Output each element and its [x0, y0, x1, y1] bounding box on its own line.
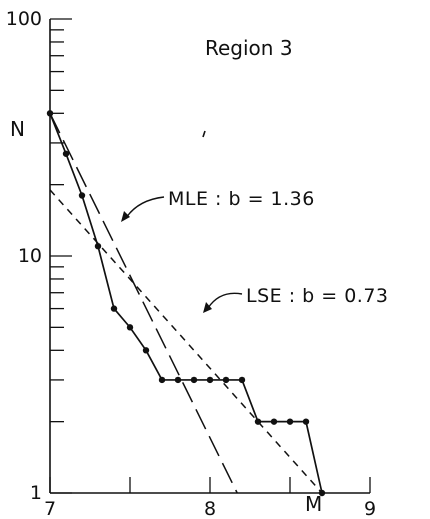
x-tick-label: 8	[204, 498, 216, 519]
data-point	[302, 418, 310, 425]
data-point	[174, 376, 182, 384]
mle-arrowhead	[121, 211, 130, 222]
data-point	[78, 192, 86, 199]
data-point	[110, 305, 118, 312]
y-tick-label: 10	[18, 245, 42, 267]
y-tick-label: 100	[6, 8, 42, 30]
data-point	[238, 376, 246, 384]
stray-mark	[202, 130, 206, 138]
data-point	[126, 324, 134, 331]
annotation-arrows	[121, 130, 243, 313]
axes: 1 10 100 7 8 9	[6, 8, 376, 519]
series-layer	[46, 110, 326, 497]
data-point	[270, 418, 278, 425]
data-point	[190, 376, 198, 384]
x-tick-label: 9	[364, 498, 376, 519]
y-tick-label: 1	[30, 482, 42, 504]
lse-fit-line	[49, 189, 323, 494]
data-point	[142, 347, 150, 354]
data-point	[62, 150, 70, 157]
x-axis-label: M	[305, 492, 322, 516]
mle-annotation: MLE : b = 1.36	[168, 188, 315, 210]
lse-arrowhead	[203, 302, 212, 313]
mle-arrow	[125, 196, 165, 219]
chart-title: Region 3	[205, 36, 293, 60]
data-point	[222, 376, 230, 384]
labels: Region 3 N M MLE : b = 1.36 LSE : b = 0.…	[10, 36, 389, 516]
mle-fit-line	[49, 112, 238, 494]
data-point	[286, 418, 294, 425]
data-point	[94, 242, 102, 250]
lse-arrow	[207, 292, 243, 309]
data-point	[158, 376, 166, 384]
lse-annotation: LSE : b = 0.73	[246, 285, 389, 307]
y-axis-label: N	[10, 117, 25, 141]
x-tick-label: 7	[44, 498, 56, 519]
data-point	[206, 376, 214, 384]
